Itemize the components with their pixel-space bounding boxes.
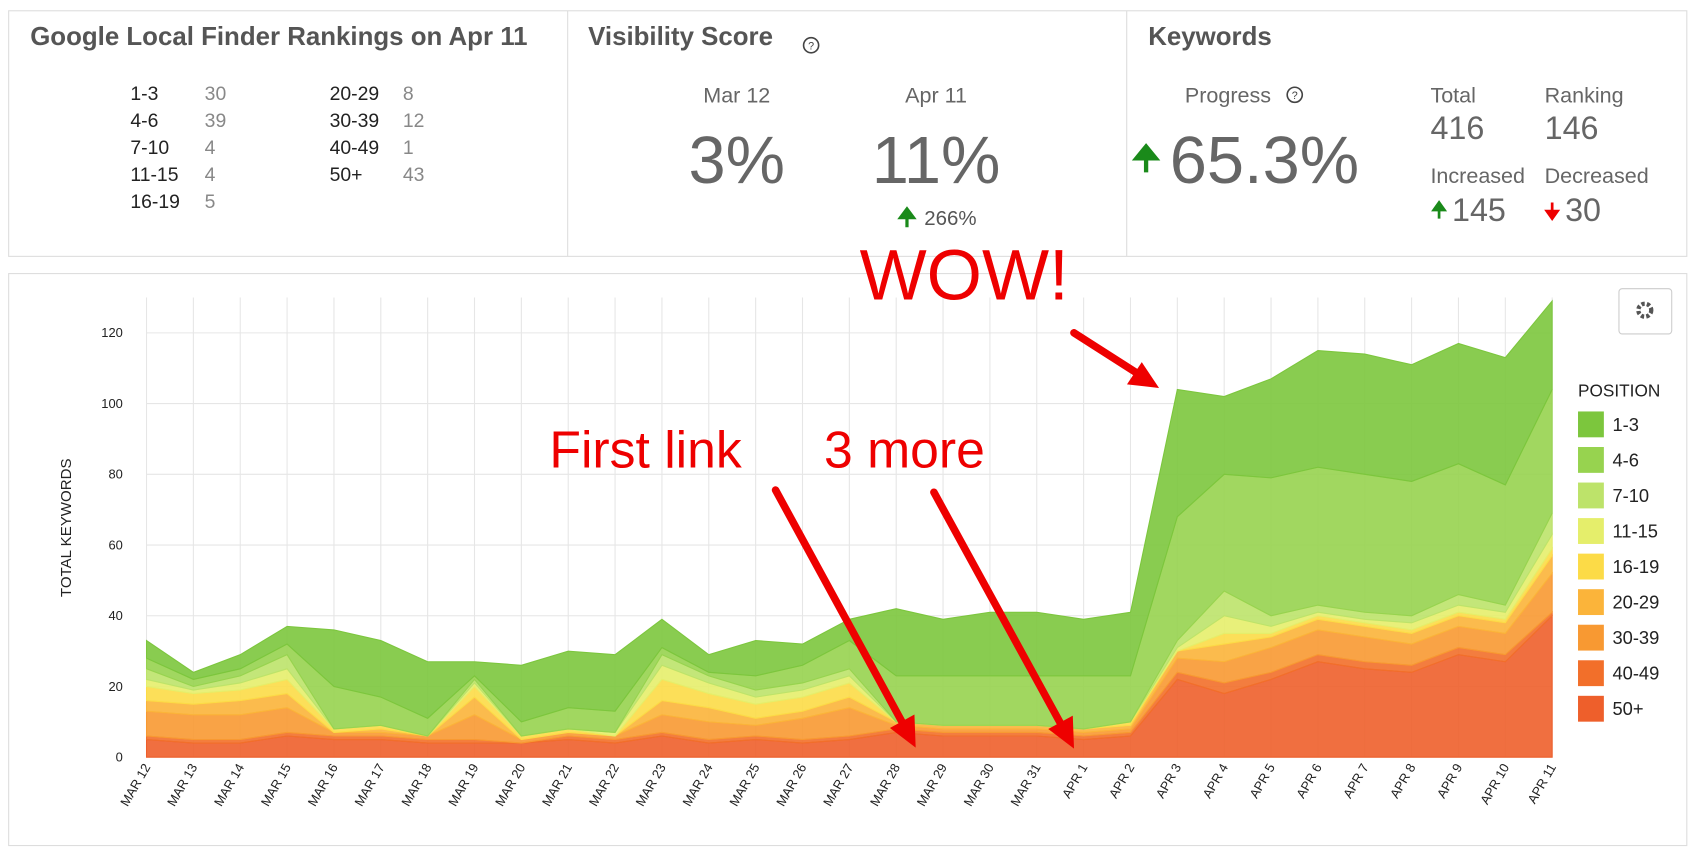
range-count: 5 bbox=[205, 191, 216, 213]
legend-swatch bbox=[1578, 447, 1604, 473]
range-label: 4-6 bbox=[130, 110, 158, 132]
range-count: 4 bbox=[205, 164, 216, 186]
area bbox=[145, 299, 1553, 723]
range-count: 43 bbox=[403, 164, 425, 186]
legend-title: POSITION bbox=[1578, 380, 1660, 400]
help-icon[interactable]: ? bbox=[1286, 86, 1304, 104]
big-value: 3% bbox=[689, 124, 785, 198]
legend-label: 30-39 bbox=[1612, 627, 1659, 648]
panel-title: Visibility Score bbox=[588, 23, 773, 51]
label: Mar 12 bbox=[703, 83, 770, 107]
range-label: 30-39 bbox=[330, 110, 380, 132]
big-value: 11% bbox=[872, 124, 1001, 198]
range-label: 11-15 bbox=[130, 164, 178, 186]
y-tick-label: 40 bbox=[108, 608, 122, 623]
value: 145 bbox=[1452, 192, 1506, 228]
range-count: 1 bbox=[403, 137, 414, 159]
range-count: 30 bbox=[205, 83, 227, 105]
y-tick-label: 80 bbox=[108, 467, 122, 482]
legend-swatch bbox=[1578, 553, 1604, 580]
down-arrow bbox=[1544, 202, 1561, 221]
annotation-arrows bbox=[771, 329, 1160, 749]
annotation: 3 more bbox=[824, 420, 985, 478]
range-count: 39 bbox=[205, 110, 227, 132]
legend-swatch bbox=[1578, 411, 1604, 438]
legend-swatch bbox=[1578, 589, 1604, 616]
annotation: First link bbox=[549, 420, 742, 478]
help-icon[interactable]: ? bbox=[802, 36, 820, 54]
svg-text:?: ? bbox=[1292, 90, 1298, 102]
legend-label: 40-49 bbox=[1612, 663, 1659, 684]
legend-label: 1-3 bbox=[1612, 414, 1638, 435]
label: Ranking bbox=[1545, 83, 1624, 107]
legend-label: 20-29 bbox=[1612, 592, 1659, 613]
plot: MAR 12 MAR 13 MAR 14 MAR 15 MAR 16 MAR 17 MAR … bbox=[101, 297, 1559, 809]
y-tick-label: 100 bbox=[101, 396, 123, 411]
label: Total bbox=[1430, 83, 1475, 107]
legend-label: 16-19 bbox=[1612, 556, 1659, 577]
range-count: 4 bbox=[205, 137, 216, 159]
panel-title: Keywords bbox=[1148, 23, 1272, 51]
svg-text:?: ? bbox=[808, 41, 814, 53]
summary-panel bbox=[8, 10, 1688, 257]
y-axis-label: TOTAL KEYWORDS bbox=[58, 458, 75, 597]
legend-label: 50+ bbox=[1612, 698, 1643, 719]
legend-swatch bbox=[1578, 482, 1604, 509]
panel-title: Google Local Finder Rankings on Apr 11 bbox=[30, 23, 527, 51]
up-arrow bbox=[1131, 143, 1161, 173]
range-label: 40-49 bbox=[330, 137, 380, 159]
settings-button[interactable] bbox=[1618, 288, 1673, 335]
label: Progress bbox=[1185, 83, 1271, 107]
range-count: 8 bbox=[403, 83, 414, 105]
legend-swatch bbox=[1578, 695, 1604, 722]
y-tick-label: 20 bbox=[108, 679, 122, 694]
annotation: WOW! bbox=[860, 236, 1069, 315]
value: 146 bbox=[1545, 110, 1599, 146]
range-count: 12 bbox=[403, 110, 425, 132]
legend-label: 4-6 bbox=[1612, 449, 1638, 470]
value: 416 bbox=[1430, 110, 1484, 146]
range-label: 50+ bbox=[330, 164, 363, 186]
legend-label: 7-10 bbox=[1612, 485, 1649, 506]
y-tick-label: 0 bbox=[116, 750, 123, 765]
range-label: 20-29 bbox=[330, 83, 380, 105]
range-label: 16-19 bbox=[130, 191, 180, 213]
legend-swatch bbox=[1578, 518, 1604, 544]
range-label: 7-10 bbox=[130, 137, 169, 159]
range-label: 1-3 bbox=[130, 83, 158, 105]
value: 30 bbox=[1565, 192, 1601, 228]
legend-label: 11-15 bbox=[1612, 520, 1657, 541]
y-tick-label: 120 bbox=[101, 325, 123, 340]
label: Decreased bbox=[1545, 164, 1649, 188]
label: Apr 11 bbox=[905, 83, 967, 107]
legend-swatch bbox=[1578, 660, 1604, 687]
legend-swatch bbox=[1578, 624, 1604, 651]
big-value: 65.3% bbox=[1170, 124, 1359, 198]
y-tick-label: 60 bbox=[108, 537, 122, 552]
change: 266% bbox=[924, 207, 976, 230]
up-arrow bbox=[897, 206, 917, 228]
up-arrow bbox=[1431, 200, 1448, 219]
label: Increased bbox=[1430, 164, 1525, 188]
